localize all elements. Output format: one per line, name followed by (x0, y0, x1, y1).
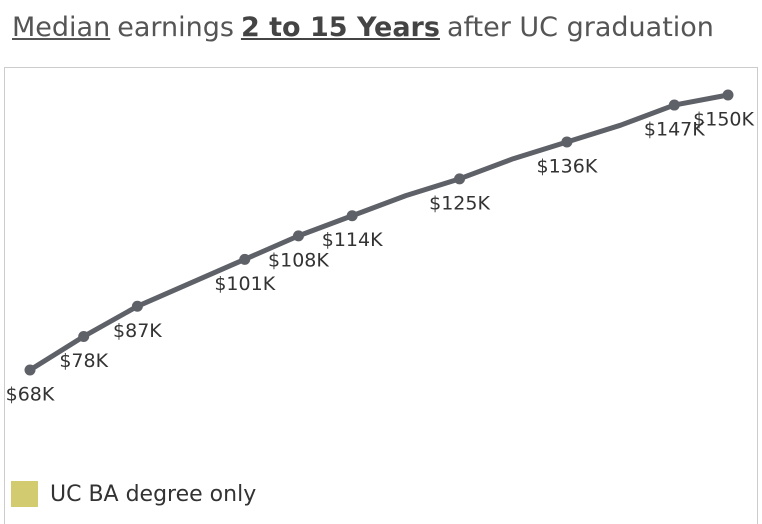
legend-swatch (11, 481, 38, 507)
chart-frame (4, 67, 758, 524)
data-point (561, 136, 573, 148)
data-point (131, 300, 143, 312)
legend-label: UC BA degree only (50, 482, 256, 507)
data-label: $114K (322, 229, 383, 251)
data-label: $150K (693, 109, 754, 131)
data-point (722, 89, 734, 101)
data-point (346, 210, 358, 222)
title-part: Median (12, 12, 111, 43)
data-point (24, 364, 36, 376)
data-point (292, 230, 304, 242)
data-label: $68K (6, 384, 55, 406)
title-part: earnings (117, 12, 234, 43)
title-part: 2 to 15 Years (240, 12, 440, 43)
data-label: $125K (429, 192, 490, 214)
data-label: $78K (59, 350, 108, 372)
chart-title: Median earnings 2 to 15 Years after UC grad… (12, 12, 721, 43)
data-label: $147K (644, 119, 705, 141)
data-point (668, 99, 680, 111)
data-label: $87K (113, 320, 162, 342)
title-part: after UC graduation (446, 12, 714, 43)
data-label: $136K (537, 155, 598, 177)
data-point (239, 253, 251, 265)
data-point (454, 173, 466, 185)
data-label: $101K (214, 273, 275, 295)
data-label: $108K (268, 249, 329, 271)
data-point (78, 330, 90, 342)
data-line (27, 92, 731, 373)
